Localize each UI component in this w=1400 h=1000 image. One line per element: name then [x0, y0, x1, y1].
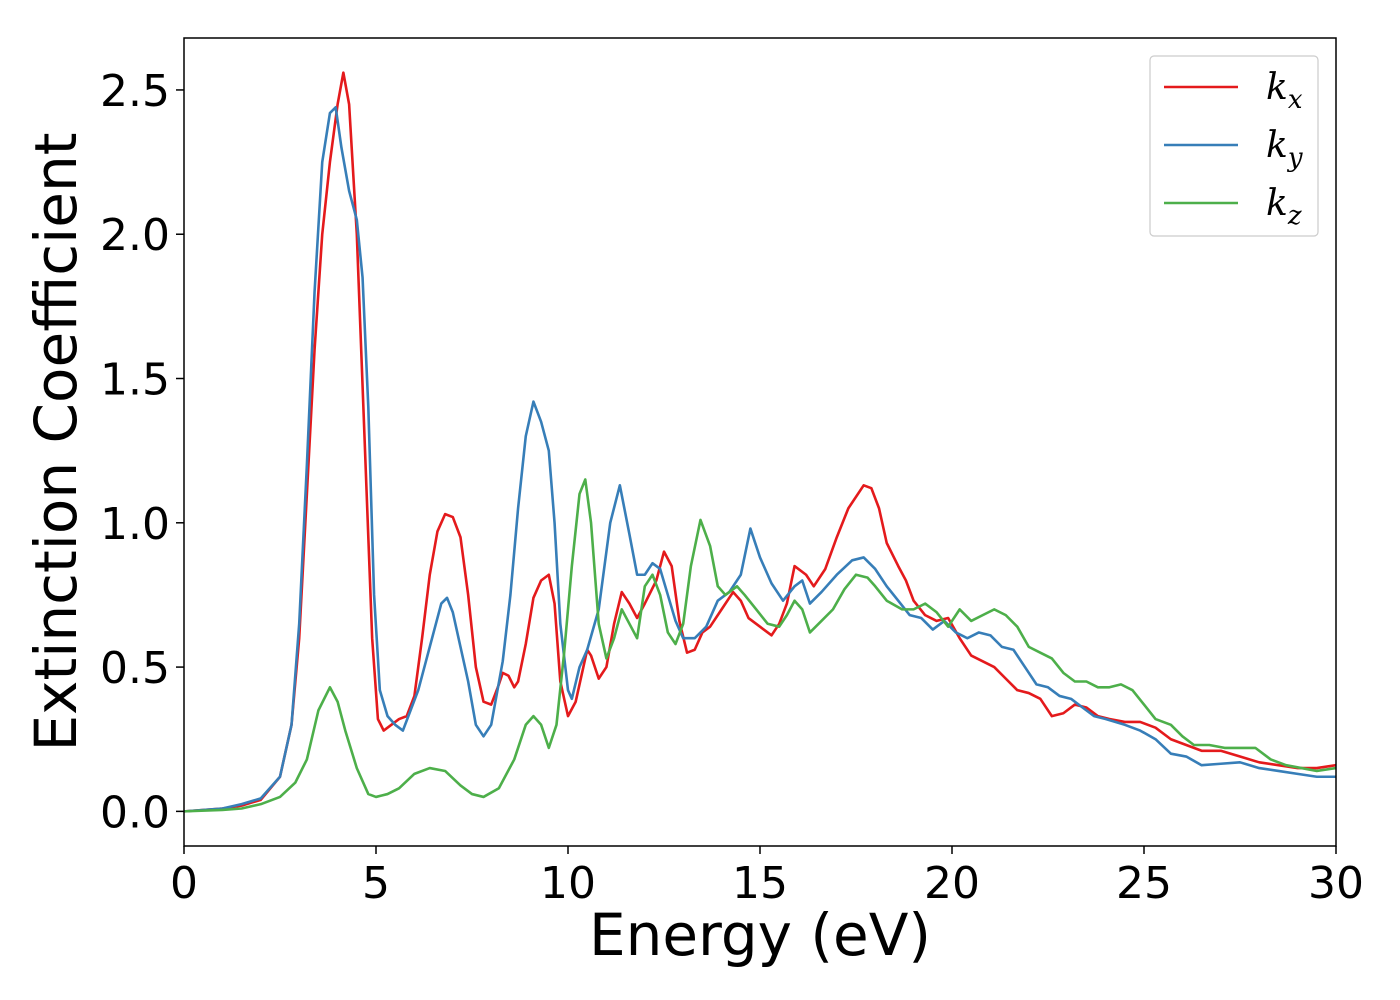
series-line-z: [184, 478, 1336, 813]
x-axis: 0 5 10 15 20 25 30: [170, 846, 1364, 909]
x-tick-label: 10: [540, 858, 596, 909]
y-axis: 0.0 0.5 1.0 1.5 2.0 2.5: [100, 66, 184, 838]
y-tick-label: 0.0: [100, 787, 170, 838]
y-tick-label: 1.5: [100, 355, 170, 406]
legend-label-z: kz: [1266, 183, 1302, 231]
y-tick-label: 2.5: [100, 66, 170, 117]
x-tick-label: 0: [170, 858, 198, 909]
legend-label-y: ky: [1266, 125, 1303, 173]
x-tick-label: 30: [1308, 858, 1364, 909]
x-tick-label: 20: [924, 858, 980, 909]
series-layer: [184, 71, 1336, 813]
x-axis-title: Energy (eV): [589, 901, 931, 969]
series-line-x: [184, 71, 1336, 813]
legend: kx ky kz: [1149, 55, 1319, 237]
x-tick-label: 25: [1116, 858, 1172, 909]
x-tick-label: 15: [732, 858, 788, 909]
legend-label-x: kx: [1266, 67, 1303, 115]
y-axis-title: Extinction Coefficient: [22, 133, 90, 752]
x-tick-label: 5: [362, 858, 390, 909]
y-tick-label: 0.5: [100, 643, 170, 694]
y-tick-label: 2.0: [100, 210, 170, 261]
series-line-y: [184, 105, 1336, 813]
y-tick-label: 1.0: [100, 499, 170, 550]
